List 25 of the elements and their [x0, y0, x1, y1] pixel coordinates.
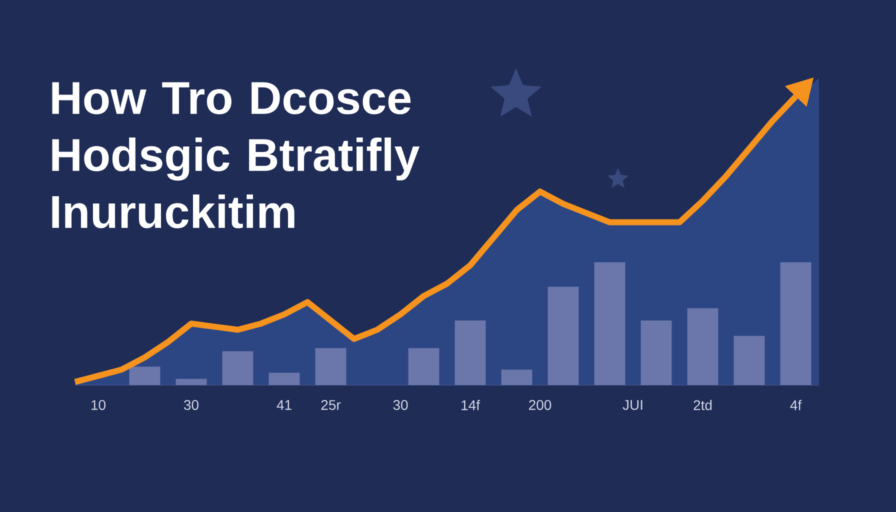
bar: [780, 262, 812, 385]
text: How Tro Dcosce Hodsgic Btratifly Inuruckitim: [52, 82, 420, 228]
x-tick-label: 4f: [790, 400, 802, 410]
bar: [315, 348, 346, 385]
x-tick-label: 41: [276, 400, 292, 410]
x-tick-label: JUI: [622, 400, 642, 410]
bar: [687, 308, 718, 385]
bar: [734, 336, 765, 385]
bar: [176, 378, 207, 385]
bar: [222, 351, 254, 385]
bar: [548, 286, 579, 385]
bar: [454, 320, 486, 385]
bar: [640, 320, 672, 385]
x-tick-label: 200: [529, 400, 552, 410]
x-tick-label: 14f: [462, 400, 480, 410]
x-tick-label: 30: [393, 400, 408, 410]
x-tick-label: 2td: [694, 400, 712, 410]
bar: [129, 366, 160, 385]
x-tick-label: 30: [184, 400, 198, 410]
x-tick-label: 10: [92, 400, 106, 410]
bar: [408, 348, 440, 385]
x-tick-label: 25r: [321, 400, 341, 410]
bar: [594, 262, 626, 385]
bar: [501, 370, 532, 385]
bar: [268, 372, 300, 385]
